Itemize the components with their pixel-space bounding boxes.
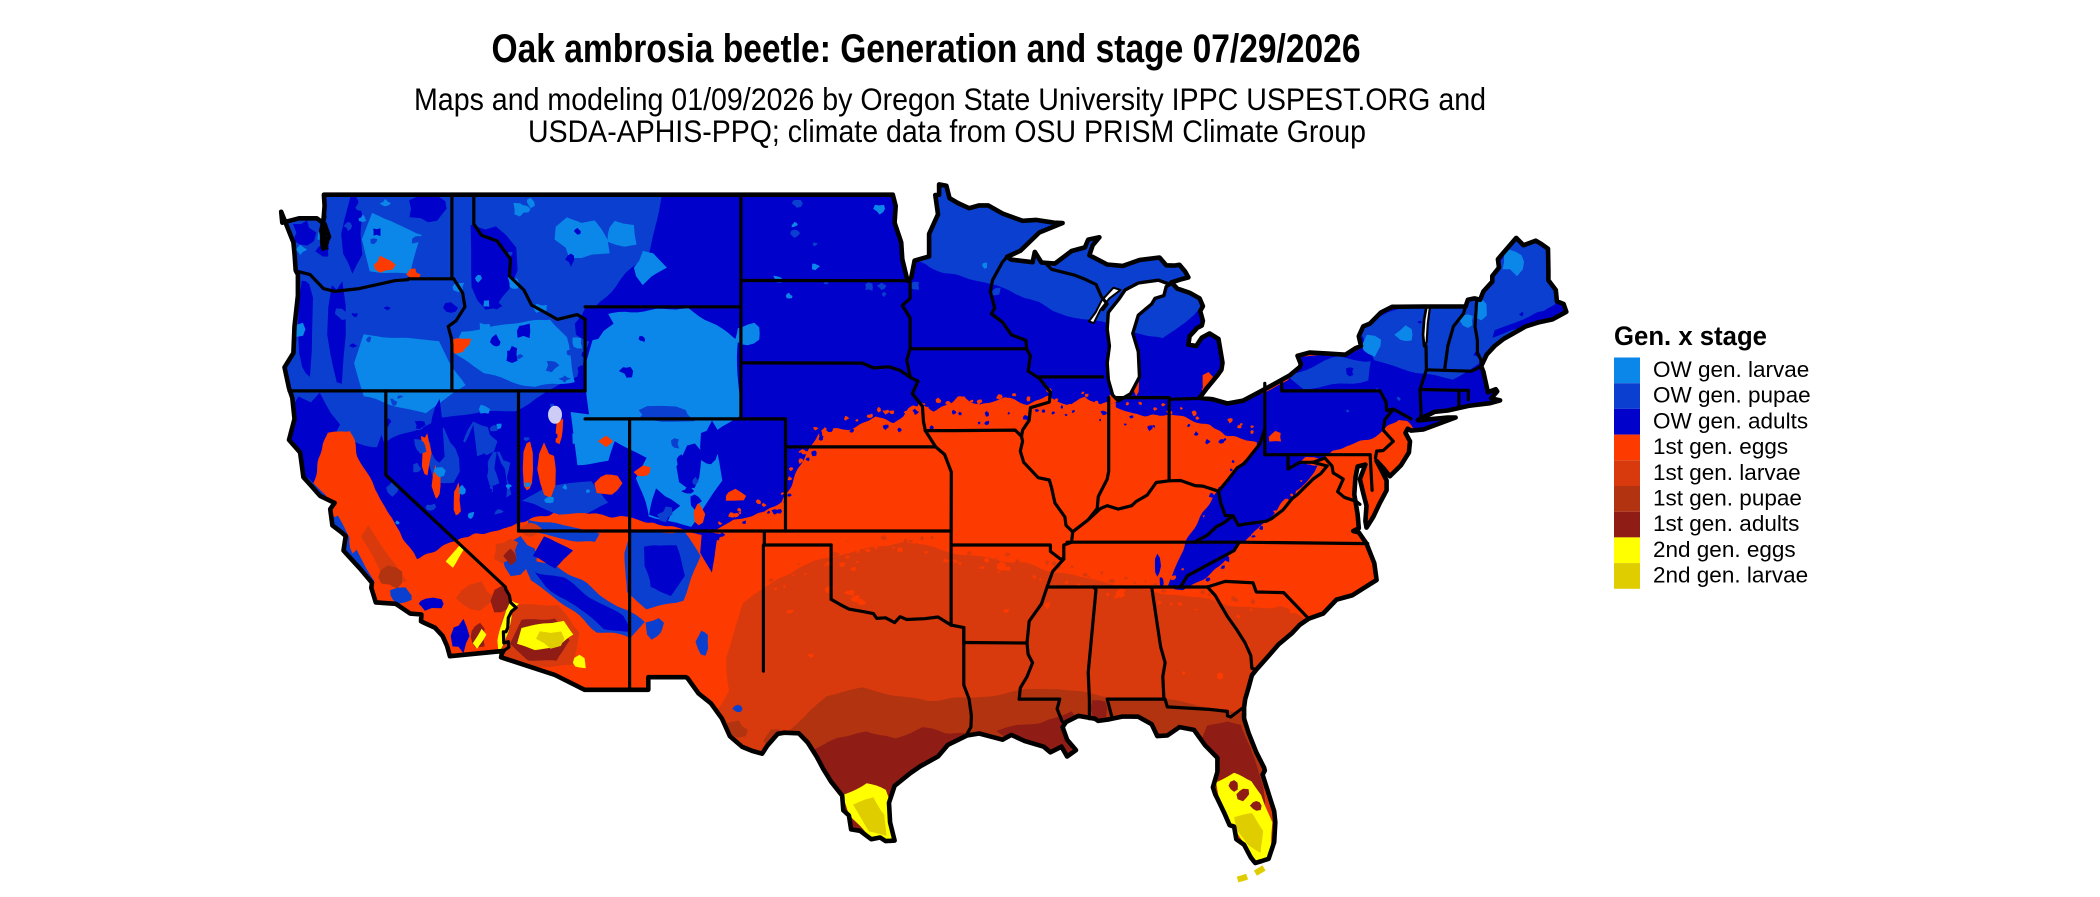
svg-text:2nd gen. eggs: 2nd gen. eggs	[1653, 537, 1796, 562]
svg-text:Maps and modeling 01/09/2026 b: Maps and modeling 01/09/2026 by Oregon S…	[414, 81, 1486, 117]
svg-text:USDA-APHIS-PPQ; climate data f: USDA-APHIS-PPQ; climate data from OSU PR…	[528, 113, 1366, 149]
svg-text:1st gen. pupae: 1st gen. pupae	[1653, 486, 1802, 511]
svg-text:1st gen. adults: 1st gen. adults	[1653, 511, 1799, 536]
svg-text:OW gen. larvae: OW gen. larvae	[1653, 357, 1809, 382]
svg-text:1st gen. larvae: 1st gen. larvae	[1653, 460, 1801, 485]
svg-text:Oak ambrosia beetle: Generatio: Oak ambrosia beetle: Generation and stag…	[492, 27, 1361, 71]
svg-text:OW gen. adults: OW gen. adults	[1653, 408, 1808, 433]
svg-text:Gen. x stage: Gen. x stage	[1614, 321, 1767, 351]
svg-text:OW gen. pupae: OW gen. pupae	[1653, 383, 1811, 408]
svg-text:2nd gen. larvae: 2nd gen. larvae	[1653, 563, 1808, 588]
svg-text:1st gen. eggs: 1st gen. eggs	[1653, 434, 1788, 459]
